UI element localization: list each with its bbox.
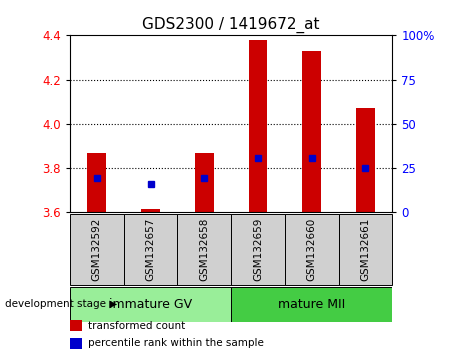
Text: GSM132661: GSM132661 <box>360 218 371 281</box>
Text: transformed count: transformed count <box>87 321 185 331</box>
Bar <box>195 153 214 212</box>
Text: development stage ▶: development stage ▶ <box>5 299 117 309</box>
Bar <box>249 40 267 212</box>
Bar <box>356 108 375 212</box>
Bar <box>302 51 321 212</box>
Title: GDS2300 / 1419672_at: GDS2300 / 1419672_at <box>143 16 320 33</box>
Bar <box>124 214 177 285</box>
Bar <box>231 287 392 322</box>
Text: GSM132657: GSM132657 <box>146 218 156 281</box>
Text: immature GV: immature GV <box>109 298 192 311</box>
Bar <box>231 214 285 285</box>
Bar <box>177 214 231 285</box>
Text: GSM132658: GSM132658 <box>199 218 209 281</box>
Text: GSM132660: GSM132660 <box>307 218 317 281</box>
Bar <box>70 338 82 349</box>
Bar <box>141 209 160 212</box>
Bar <box>70 320 82 331</box>
Text: GSM132659: GSM132659 <box>253 218 263 281</box>
Text: percentile rank within the sample: percentile rank within the sample <box>87 338 263 348</box>
Text: mature MII: mature MII <box>278 298 345 311</box>
Bar <box>285 214 339 285</box>
Bar <box>70 287 231 322</box>
Text: GSM132592: GSM132592 <box>92 218 102 281</box>
Bar <box>87 153 106 212</box>
Bar <box>339 214 392 285</box>
Bar <box>70 214 124 285</box>
